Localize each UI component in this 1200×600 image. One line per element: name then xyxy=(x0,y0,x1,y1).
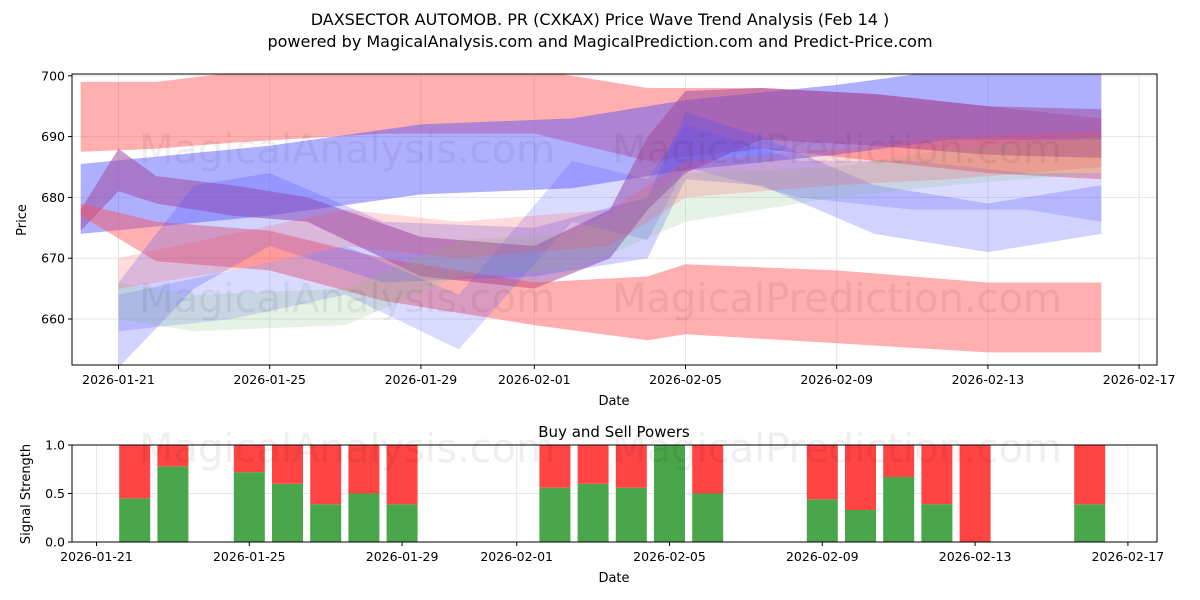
price-x-tick-label: 2026-02-13 xyxy=(952,372,1025,387)
wave-band-red-7 xyxy=(118,130,1102,289)
buy-bar xyxy=(119,498,151,542)
sell-bar xyxy=(845,445,876,510)
signal-x-tick-label: 2026-01-29 xyxy=(366,549,439,564)
price-plot-frame xyxy=(71,73,1158,366)
sell-bar xyxy=(539,445,571,488)
watermark-mid-left: MagicalAnalysis.com xyxy=(139,276,555,322)
buy-sell-bars xyxy=(119,445,1106,542)
watermark-bottom-left: MagicalAnalysis.com xyxy=(139,426,555,472)
signal-y-tick-label: 1.0 xyxy=(45,438,65,453)
buy-bar xyxy=(692,493,724,542)
buy-bar xyxy=(577,483,609,542)
sell-bar xyxy=(959,445,991,542)
signal-y-tick-label: 0.5 xyxy=(45,486,65,501)
chart-title-line2: powered by MagicalAnalysis.com and Magic… xyxy=(267,32,932,51)
sell-bar xyxy=(119,445,151,499)
sell-bar xyxy=(921,445,953,505)
sell-bar xyxy=(157,445,189,467)
sell-bar xyxy=(806,445,838,500)
watermark-top-left: MagicalAnalysis.com xyxy=(139,127,555,173)
price-y-tick-label: 680 xyxy=(41,190,65,205)
buy-bar xyxy=(654,445,685,542)
signal-y-tick-label: 0.0 xyxy=(45,535,65,550)
price-x-tick-label: 2026-01-25 xyxy=(233,372,306,387)
wave-band-green-6 xyxy=(118,136,1102,332)
watermark-bottom-right: MagicalPrediction.com xyxy=(612,426,1062,472)
signal-x-tick-label: 2026-02-13 xyxy=(939,549,1012,564)
sell-bar xyxy=(386,445,418,505)
wave-band-blue-5 xyxy=(118,124,1102,350)
price-y-tick-label: 690 xyxy=(41,129,65,144)
signal-x-tick-label: 2026-02-01 xyxy=(480,549,553,564)
price-y-tick-label: 700 xyxy=(41,68,65,83)
sell-bar xyxy=(1074,445,1106,505)
price-x-tick-label: 2026-02-05 xyxy=(649,372,722,387)
price-x-tick-label: 2026-02-17 xyxy=(1103,372,1176,387)
sell-bar xyxy=(233,445,265,473)
buy-bar xyxy=(845,509,876,542)
signal-x-tick-label: 2026-02-05 xyxy=(633,549,706,564)
watermark-top-right: MagicalPrediction.com xyxy=(612,127,1062,173)
signal-x-tick-label: 2026-01-21 xyxy=(60,549,133,564)
signal-x-tick-label: 2026-02-17 xyxy=(1092,549,1165,564)
buy-bar xyxy=(386,504,418,542)
buy-bar xyxy=(921,504,953,542)
sell-bar xyxy=(310,445,342,505)
sell-bar xyxy=(348,445,380,494)
buy-bar xyxy=(348,493,380,542)
buy-bar xyxy=(883,477,915,542)
buy-bar xyxy=(615,487,647,542)
sell-bar xyxy=(883,445,915,478)
sell-bar xyxy=(577,445,609,484)
price-y-tick-label: 670 xyxy=(41,251,65,266)
sell-bar xyxy=(692,445,724,494)
buy-bar xyxy=(539,487,571,542)
sell-bar xyxy=(272,445,303,484)
price-x-axis-label: Date xyxy=(598,394,629,409)
watermark-mid-right: MagicalPrediction.com xyxy=(612,276,1062,322)
wave-band-red-3 xyxy=(80,203,1102,353)
price-wave-bands xyxy=(80,74,1102,365)
wave-band-blue-4 xyxy=(118,112,1102,365)
chart-title-line1: DAXSECTOR AUTOMOB. PR (CXKAX) Price Wave… xyxy=(311,10,890,29)
price-x-tick-label: 2026-02-09 xyxy=(800,372,873,387)
signal-x-tick-label: 2026-01-25 xyxy=(213,549,286,564)
price-axes: 2026-01-21 2026-01-25 2026-01-29 2026-02-01… xyxy=(41,68,1175,387)
sell-bar xyxy=(615,445,647,488)
price-y-tick-label: 660 xyxy=(41,312,65,327)
price-y-axis-label: Price xyxy=(15,204,30,236)
price-x-tick-label: 2026-01-21 xyxy=(82,372,155,387)
buy-bar xyxy=(233,472,265,542)
buy-bar xyxy=(310,504,342,542)
signal-y-axis-label: Signal Strength xyxy=(19,444,34,544)
signal-axes: 2026-01-21 2026-01-25 2026-01-29 2026-02-01… xyxy=(45,438,1164,565)
price-x-tick-label: 2026-02-01 xyxy=(498,372,571,387)
buy-bar xyxy=(806,499,838,542)
signal-x-axis-label: Date xyxy=(598,571,629,586)
buy-bar xyxy=(1074,504,1106,542)
wave-band-purple-2 xyxy=(80,88,1102,289)
buy-sell-title: Buy and Sell Powers xyxy=(538,423,690,441)
signal-x-tick-label: 2026-02-09 xyxy=(786,549,859,564)
buy-bar xyxy=(157,466,189,542)
buy-bar xyxy=(272,483,303,542)
price-x-tick-label: 2026-01-29 xyxy=(385,372,458,387)
